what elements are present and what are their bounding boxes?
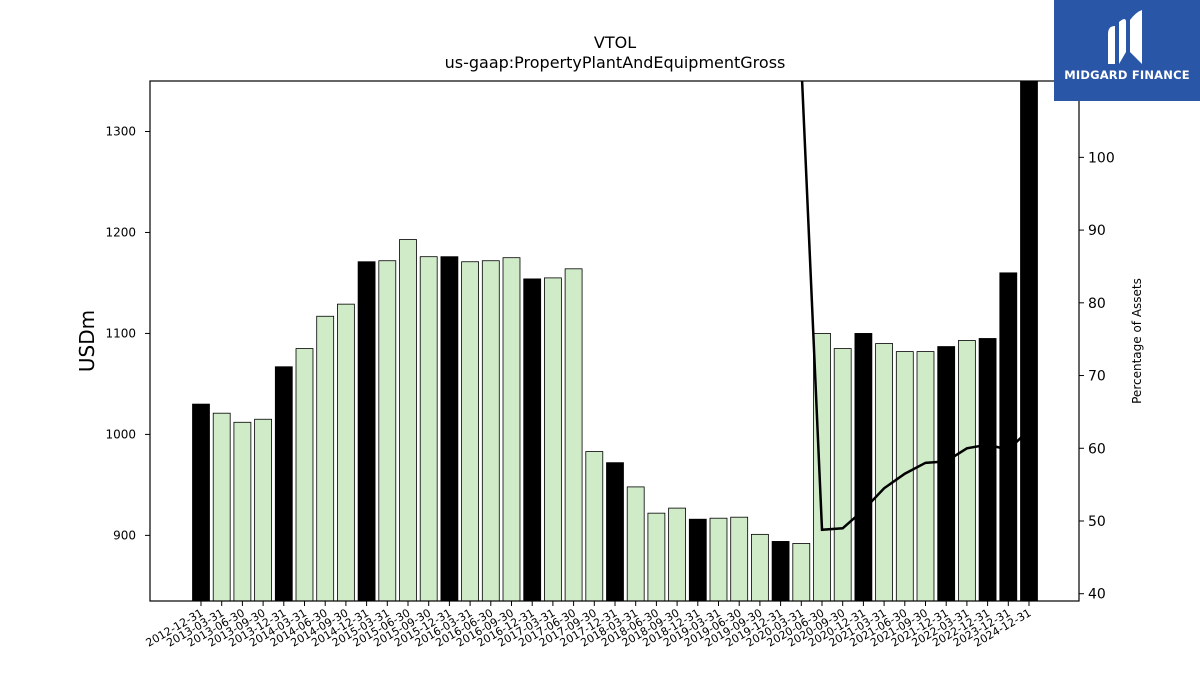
bar-2013-03-31 <box>212 412 231 601</box>
bar-2019-03-31 <box>709 517 728 601</box>
y-tick-right-label: 100 <box>1088 150 1115 166</box>
y-axis-label-left: USDm <box>75 310 99 372</box>
bar-2023-12-31 <box>999 272 1018 601</box>
logo: MIDGARD FINANCE <box>1054 0 1200 101</box>
bar-2014-06-30 <box>316 315 335 601</box>
bar-2015-03-31 <box>378 260 397 601</box>
line-group <box>800 81 1030 532</box>
chart-subtitle: us-gaap:PropertyPlantAndEquipmentGross <box>445 53 786 72</box>
bar-2019-12-31 <box>771 541 790 601</box>
bar-2013-12-31 <box>274 366 293 601</box>
y-axis-label-right: Percentage of Assets <box>1130 278 1144 404</box>
bar-2020-06-30 <box>813 333 831 601</box>
bar-2015-09-30 <box>419 256 438 601</box>
bar-2013-06-30 <box>233 421 252 601</box>
y-tick-left-label: 1300 <box>105 124 136 138</box>
bar-2018-12-31 <box>688 518 707 601</box>
logo-mark-icon <box>1108 10 1142 64</box>
bar-2022-03-31 <box>958 340 976 601</box>
y-tick-right-label: 70 <box>1088 369 1106 385</box>
bar-2022-12-31 <box>978 338 997 601</box>
bar-2017-03-31 <box>544 277 562 601</box>
bar-2019-06-30 <box>730 516 749 601</box>
bar-2017-09-30 <box>585 451 604 601</box>
bar-2021-03-31 <box>875 343 893 601</box>
bar-2019-09-30 <box>751 533 769 601</box>
bar-2021-12-31 <box>937 346 956 601</box>
bar-2012-12-31 <box>192 403 210 601</box>
bar-2014-03-31 <box>295 348 314 601</box>
bar-2016-12-31 <box>523 278 542 601</box>
bar-2017-12-31 <box>606 462 624 601</box>
bar-2024-12-31 <box>1020 81 1038 601</box>
bar-2020-03-31 <box>792 543 811 601</box>
bar-2015-12-31 <box>440 256 459 601</box>
bar-2018-03-31 <box>626 486 645 601</box>
bar-2018-09-30 <box>668 507 686 601</box>
y-tick-right-label: 40 <box>1088 587 1106 603</box>
y-tick-right-label: 80 <box>1088 296 1106 312</box>
y-tick-right-label: 60 <box>1088 441 1106 457</box>
y-tick-left-label: 1200 <box>105 225 136 239</box>
chart-title: VTOL <box>594 33 636 52</box>
bar-2016-09-30 <box>502 257 521 601</box>
y-tick-left-label: 1000 <box>105 427 136 441</box>
axes-group: 90010001100120013004050607080901002012-1… <box>105 80 1115 650</box>
bar-2021-06-30 <box>895 351 914 601</box>
bar-2018-06-30 <box>647 512 666 601</box>
bar-2020-12-31 <box>854 333 873 601</box>
bar-2014-12-31 <box>357 261 376 601</box>
y-tick-right-label: 90 <box>1088 223 1106 239</box>
bar-2013-09-30 <box>254 418 272 601</box>
bar-2021-09-30 <box>916 351 935 601</box>
y-tick-left-label: 900 <box>113 528 136 542</box>
y-tick-left-label: 1100 <box>105 326 136 340</box>
logo-text: MIDGARD FINANCE <box>1064 68 1190 82</box>
bar-2015-06-30 <box>399 239 417 601</box>
bar-2017-06-30 <box>564 268 583 601</box>
bar-2014-09-30 <box>337 303 355 601</box>
y-tick-right-label: 50 <box>1088 514 1106 530</box>
bar-2016-06-30 <box>481 260 500 601</box>
bars-group <box>192 81 1038 601</box>
bar-2020-09-30 <box>833 348 852 601</box>
bar-2016-03-31 <box>461 261 479 601</box>
percentage-line <box>800 81 1030 532</box>
